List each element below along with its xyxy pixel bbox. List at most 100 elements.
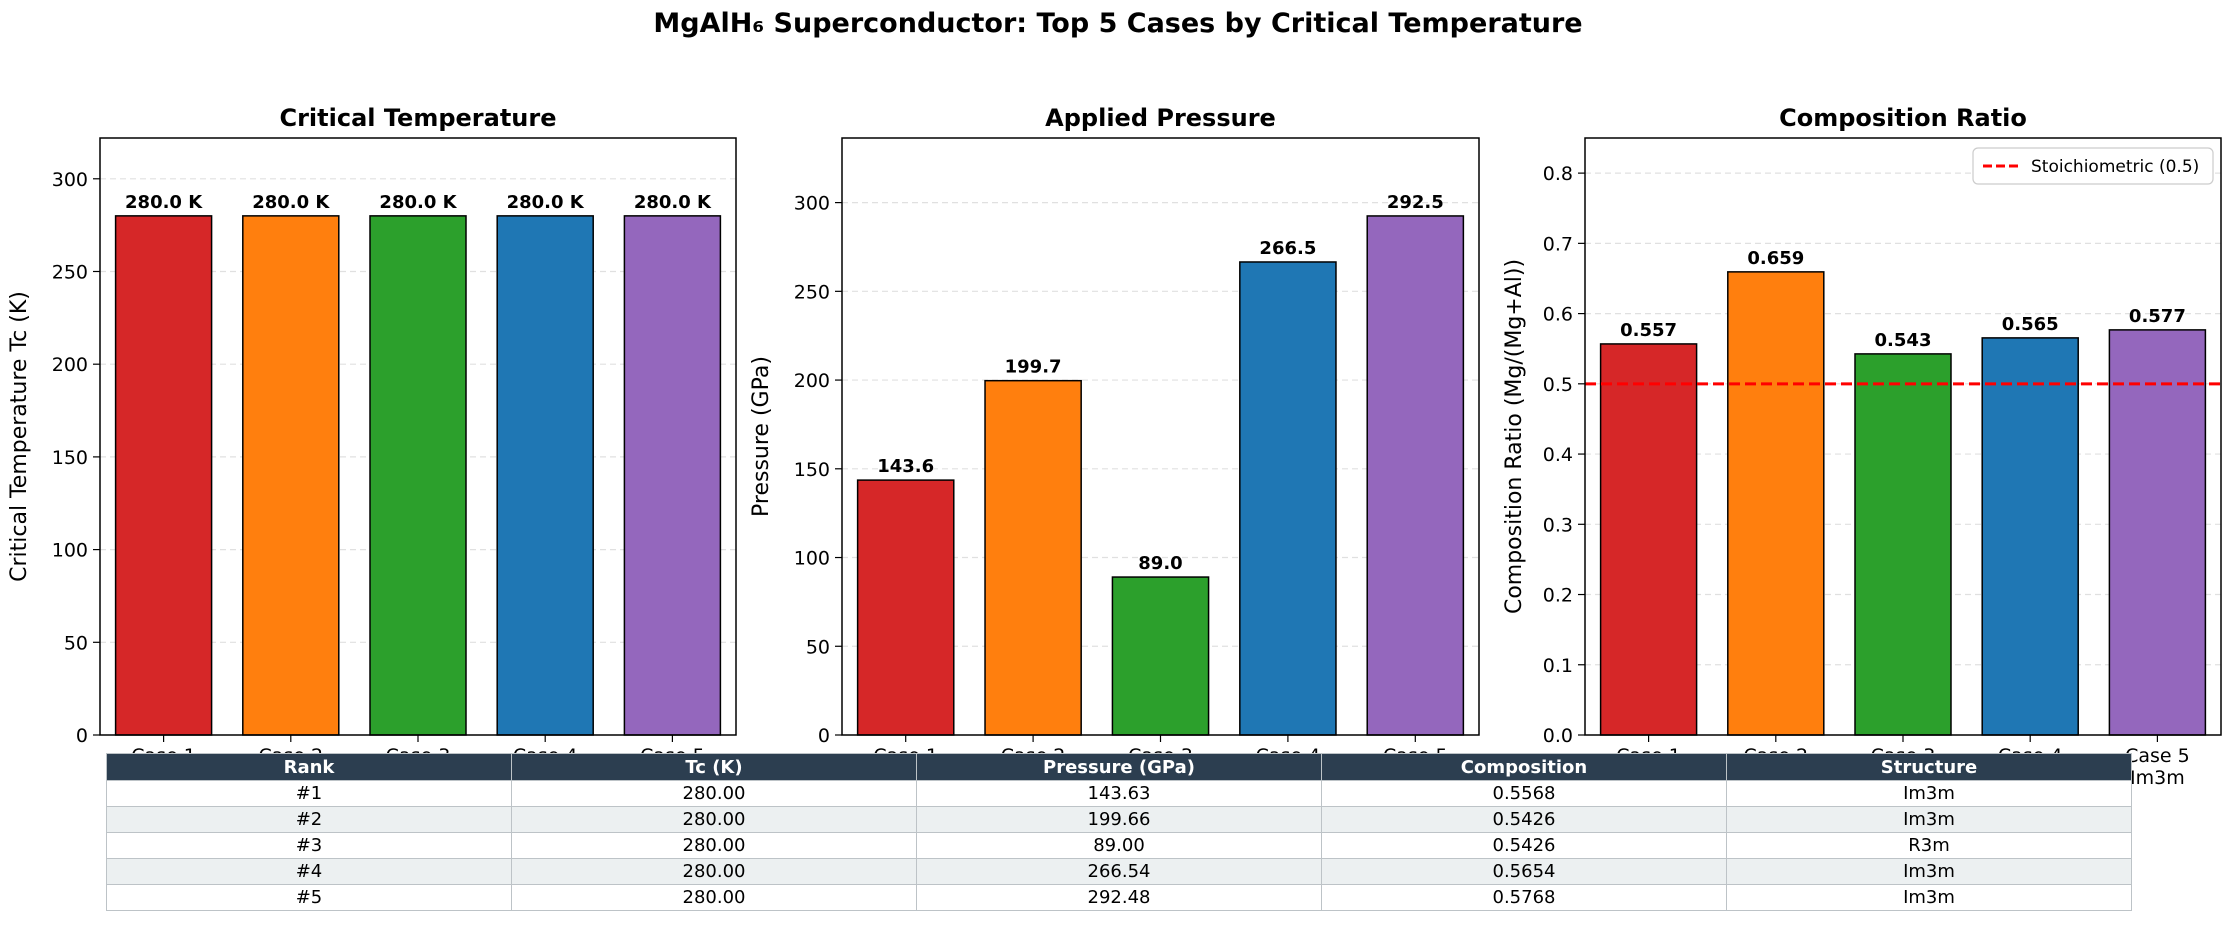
y-tick-label: 250: [52, 261, 88, 283]
table-cell: #4: [106, 858, 512, 885]
table-cell: Im3m: [1726, 806, 2132, 833]
y-tick-label: 250: [794, 281, 830, 303]
axes-frame: [99, 137, 737, 736]
table-row: #3 280.00 89.00 0.5426 R3m: [106, 832, 2132, 859]
y-tick-label: 50: [806, 636, 830, 658]
y-tick-label: 0.4: [1543, 444, 1573, 466]
bar-value-label: 0.543: [1875, 330, 1932, 351]
y-axis-label: Composition Ratio (Mg/(Mg+Al)): [1502, 259, 1527, 614]
table-row: #1 280.00 143.63 0.5568 Im3m: [106, 780, 2132, 807]
bar-value-label: 143.6: [877, 456, 934, 477]
y-tick-label: 200: [794, 370, 830, 392]
y-tick-label: 300: [52, 169, 88, 191]
y-tick-label: 300: [794, 193, 830, 215]
y-tick-label: 0.2: [1543, 585, 1573, 607]
bar: [984, 379, 1082, 736]
table-cell: 280.00: [511, 832, 917, 859]
table-cell: 89.00: [916, 832, 1322, 859]
bar-value-label: 0.659: [1747, 248, 1804, 269]
axes-frame: [841, 137, 1480, 736]
bar-value-label: 280.0 K: [507, 192, 585, 213]
table-cell: 0.5568: [1321, 780, 1727, 807]
y-tick-label: 50: [64, 632, 88, 654]
legend: Stoichiometric (0.5): [1972, 147, 2214, 185]
table-header-cell: Rank: [106, 753, 512, 781]
table-row: #2 280.00 199.66 0.5426 Im3m: [106, 806, 2132, 833]
y-tick-label: 0.8: [1543, 163, 1573, 185]
table-header-cell: Tc (K): [511, 753, 917, 781]
table-cell: 0.5654: [1321, 858, 1727, 885]
bar: [369, 215, 467, 736]
axes-frame: [1584, 137, 2222, 736]
bar: [1854, 353, 1952, 736]
y-tick-label: 100: [794, 548, 830, 570]
y-tick-label: 0.1: [1543, 655, 1573, 677]
panel-title: Applied Pressure: [1045, 104, 1276, 132]
panel-title: Critical Temperature: [279, 104, 556, 132]
bar: [623, 215, 722, 736]
bar-value-label: 280.0 K: [252, 192, 330, 213]
summary-table: Rank Tc (K) Pressure (GPa) Composition S…: [106, 753, 2132, 911]
table-cell: 0.5768: [1321, 884, 1727, 911]
bar: [1111, 576, 1210, 736]
y-axis-label: Pressure (GPa): [749, 356, 774, 517]
table-cell: Im3m: [1726, 858, 2132, 885]
table-cell: #1: [106, 780, 512, 807]
bar: [1239, 261, 1337, 736]
bar-value-label: 0.565: [2002, 314, 2059, 335]
bar: [1981, 337, 2079, 736]
table-cell: Im3m: [1726, 884, 2132, 911]
chart-panel: 0.00.10.20.30.40.50.60.70.80.557Case 10.…: [1502, 104, 2222, 789]
y-tick-label: 0.0: [1543, 725, 1573, 747]
bar-value-label: 280.0 K: [379, 192, 457, 213]
y-tick-label: 0: [818, 725, 830, 747]
table-row: #4 280.00 266.54 0.5654 Im3m: [106, 858, 2132, 885]
table-cell: R3m: [1726, 832, 2132, 859]
bar: [1727, 271, 1825, 736]
bar-value-label: 89.0: [1138, 553, 1182, 574]
table-cell: 292.48: [916, 884, 1322, 911]
bar: [1599, 343, 1698, 736]
table-cell: 0.5426: [1321, 832, 1727, 859]
legend-box: [1972, 147, 2214, 185]
y-tick-label: 200: [52, 354, 88, 376]
bar-value-label: 0.577: [2129, 306, 2186, 327]
table-cell: Im3m: [1726, 780, 2132, 807]
bar: [242, 215, 340, 736]
table-cell: 143.63: [916, 780, 1322, 807]
table-cell: 0.5426: [1321, 806, 1727, 833]
legend-label: Stoichiometric (0.5): [2031, 157, 2199, 177]
bar: [496, 215, 594, 736]
table-header-cell: Pressure (GPa): [916, 753, 1322, 781]
table-cell: 280.00: [511, 884, 917, 911]
bar: [2108, 329, 2207, 736]
table-cell: 266.54: [916, 858, 1322, 885]
table-cell: #5: [106, 884, 512, 911]
y-tick-label: 0: [76, 725, 88, 747]
table-cell: 280.00: [511, 780, 917, 807]
bar-value-label: 292.5: [1387, 192, 1444, 213]
bar: [1366, 215, 1465, 736]
y-tick-label: 100: [52, 540, 88, 562]
y-tick-label: 0.5: [1543, 374, 1573, 396]
table-header-cell: Structure: [1726, 753, 2132, 781]
y-axis-label: Critical Temperature Tc (K): [7, 291, 32, 582]
table-header-row: Rank Tc (K) Pressure (GPa) Composition S…: [106, 753, 2132, 781]
bar-value-label: 199.7: [1005, 357, 1062, 378]
table-row: #5 280.00 292.48 0.5768 Im3m: [106, 884, 2132, 911]
bar: [114, 215, 213, 736]
y-tick-label: 150: [794, 459, 830, 481]
panel-title: Composition Ratio: [1779, 104, 2027, 132]
x-tick-label: Case 5: [2125, 745, 2190, 767]
bar-value-label: 280.0 K: [125, 192, 203, 213]
table-cell: 199.66: [916, 806, 1322, 833]
bar: [856, 479, 955, 736]
table-cell: 280.00: [511, 806, 917, 833]
y-tick-label: 150: [52, 447, 88, 469]
table-header-cell: Composition: [1321, 753, 1727, 781]
y-tick-label: 0.7: [1543, 233, 1573, 255]
y-tick-label: 0.3: [1543, 514, 1573, 536]
bar-value-label: 266.5: [1259, 238, 1316, 259]
